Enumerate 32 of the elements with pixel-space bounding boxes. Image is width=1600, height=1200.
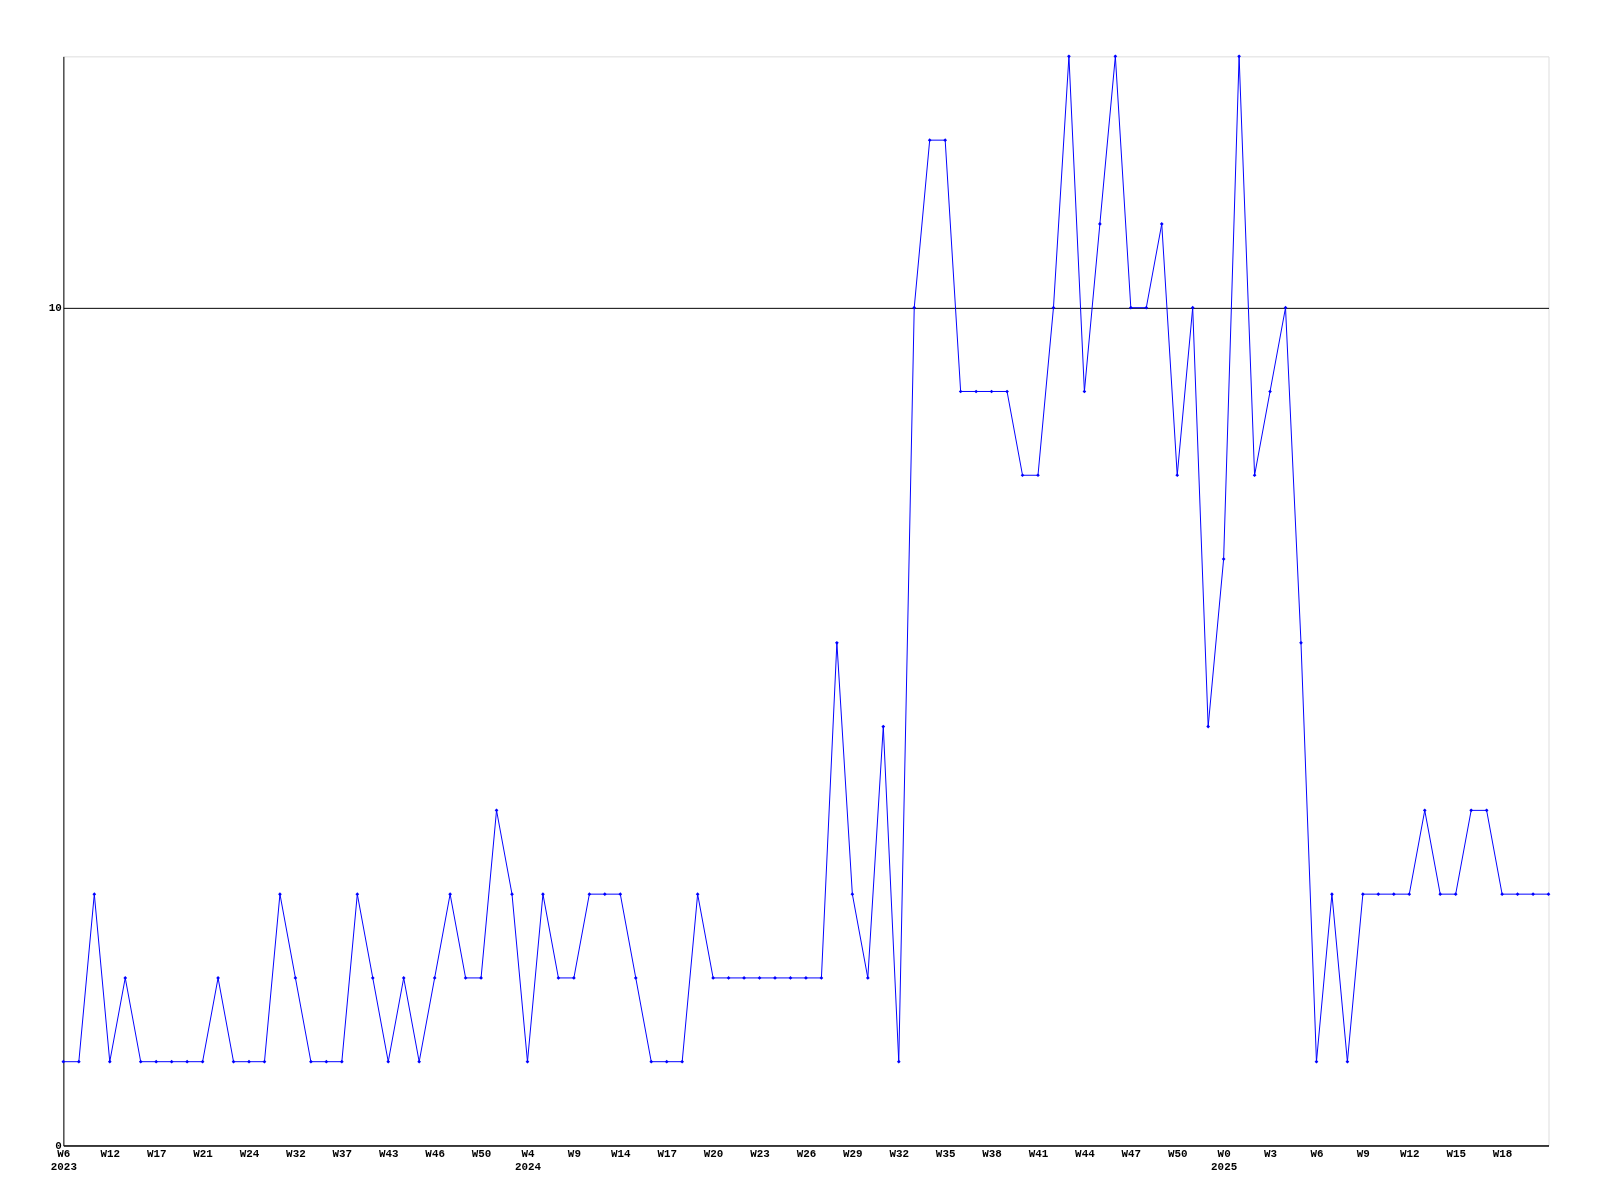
- y-tick-label: 10: [48, 302, 62, 315]
- x-tick-label: W32: [286, 1147, 306, 1160]
- x-tick-label: W43: [378, 1147, 399, 1160]
- x-tick-label: W24: [239, 1147, 260, 1160]
- x-tick-label: W17: [657, 1147, 677, 1160]
- x-tick-label: W3: [1264, 1147, 1278, 1160]
- x-tick-label: W26: [796, 1147, 817, 1160]
- x-tick-label: W20: [703, 1147, 724, 1160]
- x-tick-label: W9: [1356, 1147, 1370, 1160]
- x-tick-label: W21: [193, 1147, 214, 1160]
- x-tick-label: W15: [1446, 1147, 1466, 1160]
- x-tick-label: W46: [425, 1147, 445, 1160]
- x-tick-label: W35: [935, 1147, 956, 1160]
- x-tick-label: W38: [982, 1147, 1002, 1160]
- x-tick-label: W12: [100, 1147, 121, 1160]
- x-tick-label: W41: [1028, 1147, 1049, 1160]
- x-tick-label: W6: [1310, 1147, 1324, 1160]
- x-tick-label: W14: [611, 1147, 632, 1160]
- x-tick-label: W47: [1121, 1147, 1142, 1160]
- x-tick-label: W12: [1399, 1147, 1420, 1160]
- x-tick-label: W50: [1167, 1147, 1188, 1160]
- x-tick-label: W37: [332, 1147, 353, 1160]
- x-tick-label: W9: [567, 1147, 581, 1160]
- x-tick-label: W44: [1075, 1147, 1096, 1160]
- x-tick-label: W29: [843, 1147, 863, 1160]
- x-tick-label: W32: [889, 1147, 910, 1160]
- x-tick-label: W18: [1492, 1147, 1513, 1160]
- x-tick-label: W23: [750, 1147, 770, 1160]
- x-tick-label: W4 2024: [514, 1147, 542, 1173]
- x-tick-label: W17: [146, 1147, 167, 1160]
- x-tick-label: W50: [471, 1147, 492, 1160]
- x-tick-label: W0 2025: [1211, 1147, 1238, 1173]
